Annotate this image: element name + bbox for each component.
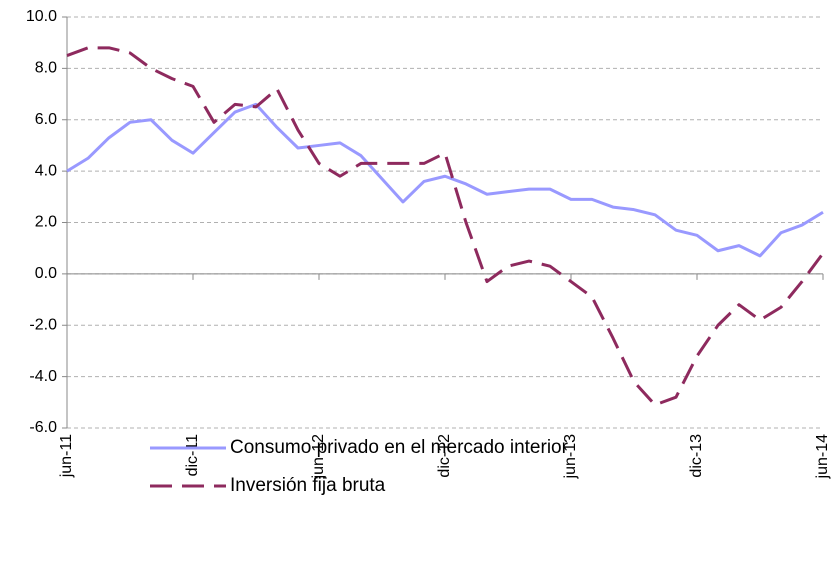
y-tick-label: 4.0 [35, 162, 57, 179]
y-tick-label: 0.0 [35, 265, 57, 282]
legend-label: Consumo privado en el mercado interior [230, 437, 569, 458]
y-tick-label: 8.0 [35, 60, 57, 77]
y-tick-label: 6.0 [35, 111, 57, 128]
x-tick-label: jun-11 [58, 434, 75, 478]
x-tick-label: dic-13 [688, 434, 705, 478]
y-tick-label: 2.0 [35, 214, 57, 231]
x-tick-label: dic-12 [436, 434, 453, 478]
series-line [66, 46, 825, 407]
x-tick-label: dic-11 [184, 434, 201, 476]
y-tick-label: -4.0 [29, 368, 57, 385]
y-tick-label: 10.0 [26, 8, 57, 25]
x-tick-label: jun-12 [310, 434, 327, 480]
series-line [66, 102, 824, 258]
legend-label: Inversión fija bruta [230, 475, 386, 496]
y-tick-label: -2.0 [29, 316, 57, 333]
y-tick-label: -6.0 [29, 419, 57, 436]
x-tick-label: jun-14 [814, 434, 831, 480]
x-tick-label: jun-13 [562, 434, 579, 480]
